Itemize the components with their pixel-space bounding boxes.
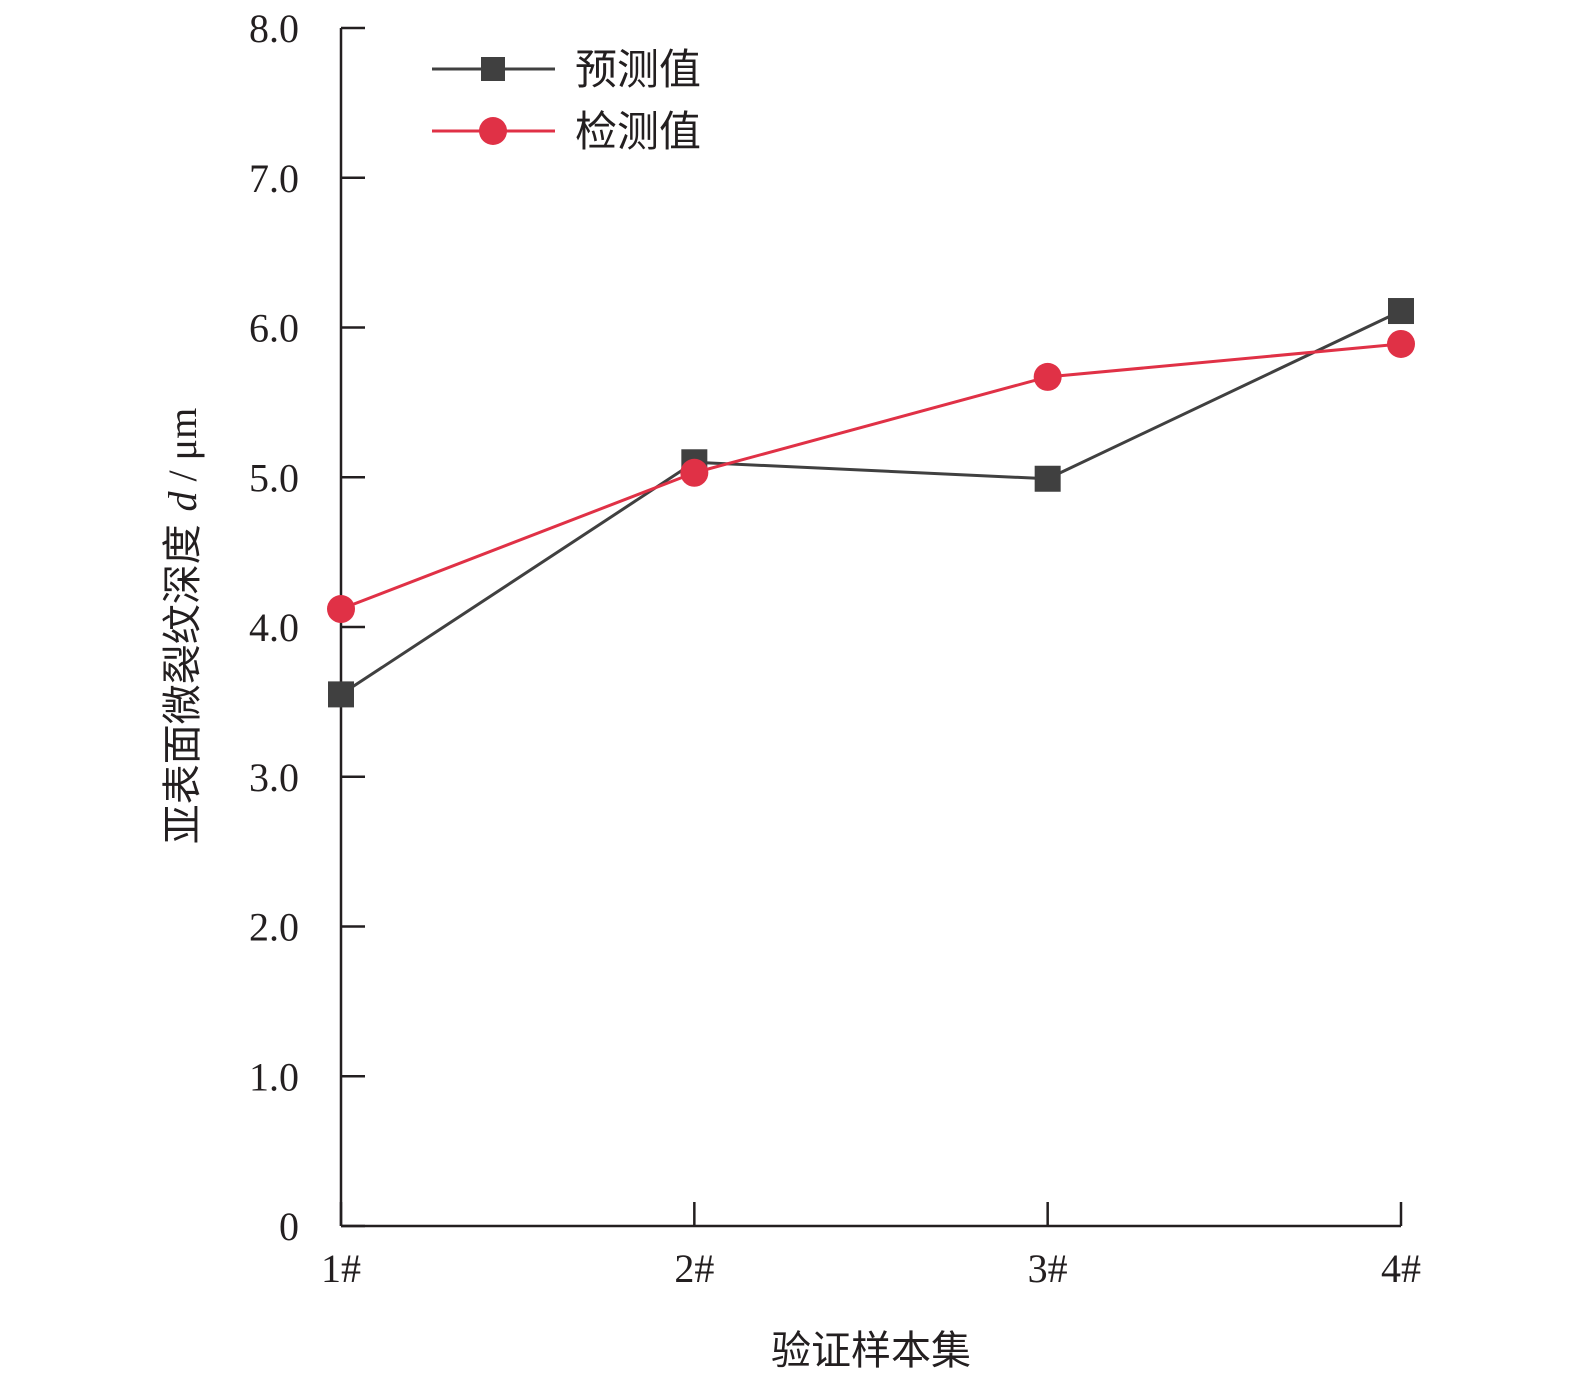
y-tick-label: 2.0 — [249, 905, 299, 950]
y-tick-label: 1.0 — [249, 1054, 299, 1099]
series-layer — [327, 298, 1415, 708]
y-tick-label: 3.0 — [249, 755, 299, 800]
x-tick-label: 3# — [1028, 1246, 1068, 1291]
y-ticks: 0 1.0 2.0 3.0 4.0 5.0 6.0 7.0 8.0 — [249, 6, 365, 1249]
data-point-square — [1034, 465, 1061, 492]
legend-item: 预测值 — [432, 45, 701, 94]
axes — [339, 28, 1401, 1228]
series-2 — [327, 329, 1415, 624]
data-point-square — [1388, 298, 1414, 325]
legend-item: 检测值 — [432, 107, 701, 156]
data-point-circle — [327, 595, 355, 624]
y-axis-title: 亚表面微裂纹深度 d / μm — [160, 408, 206, 844]
x-axis-title: 验证样本集 — [771, 1328, 971, 1374]
series-line — [340, 309, 1402, 696]
x-tick-label: 1# — [321, 1246, 361, 1291]
x-tick-label: 4# — [1381, 1246, 1421, 1291]
y-tick-label: 0 — [279, 1204, 299, 1249]
y-tick-label: 5.0 — [249, 455, 299, 500]
data-point-circle — [1033, 362, 1062, 391]
data-point-square — [328, 681, 354, 708]
y-axis-title-suffix: / μm — [160, 408, 205, 492]
y-axis-title-prefix: 亚表面微裂纹深度 — [160, 511, 206, 844]
y-tick-label: 8.0 — [249, 6, 299, 51]
x-tick-label: 2# — [674, 1246, 714, 1291]
series-line — [340, 342, 1402, 611]
legend-marker-circle — [479, 117, 507, 145]
y-tick-label: 6.0 — [249, 306, 299, 351]
y-tick-label: 7.0 — [249, 156, 299, 201]
legend-label: 预测值 — [575, 45, 701, 94]
data-point-circle — [1387, 329, 1415, 358]
y-axis-title-symbol: d — [160, 490, 205, 511]
y-tick-label: 4.0 — [249, 605, 299, 650]
legend-label: 检测值 — [575, 107, 701, 156]
legend-marker-square — [481, 57, 505, 81]
x-ticks: 1# 2# 3# 4# — [321, 1202, 1421, 1291]
data-point-circle — [680, 458, 709, 487]
